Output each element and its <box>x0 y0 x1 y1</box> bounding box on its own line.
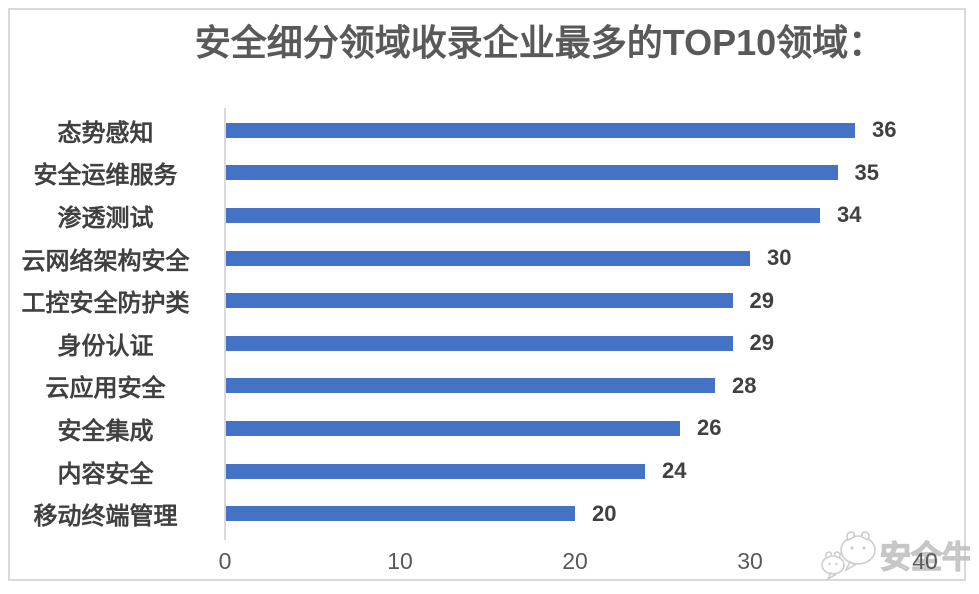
bar-row: 云网络架构安全 30 <box>0 237 979 280</box>
bar <box>225 122 855 138</box>
bar-row: 渗透测试 34 <box>0 194 979 237</box>
value-label: 36 <box>872 117 897 143</box>
value-label: 34 <box>837 202 862 228</box>
category-label: 渗透测试 <box>57 204 154 232</box>
bar <box>225 165 838 181</box>
bar-row: 身份认证 29 <box>0 322 979 365</box>
x-tick-label: 10 <box>387 548 413 574</box>
bar-row: 云应用安全 28 <box>0 365 979 408</box>
value-label: 29 <box>749 287 774 313</box>
x-tick-label: 30 <box>737 548 763 574</box>
category-label: 安全集成 <box>57 417 154 445</box>
value-label: 26 <box>697 415 722 441</box>
bar <box>225 293 733 309</box>
category-label: 安全运维服务 <box>33 162 178 190</box>
value-label: 30 <box>767 245 792 271</box>
aqniu-watermark-logo: 安全牛 <box>821 531 970 582</box>
value-label: 20 <box>592 500 617 526</box>
value-label: 28 <box>732 372 757 398</box>
bar-row: 工控安全防护类 29 <box>0 279 979 322</box>
category-label: 移动终端管理 <box>33 503 178 531</box>
category-label: 身份认证 <box>57 332 154 360</box>
bar <box>225 506 575 522</box>
bar-row: 安全集成 26 <box>0 407 979 450</box>
bar <box>225 420 680 436</box>
bar <box>225 378 715 394</box>
value-label: 24 <box>662 458 687 484</box>
x-tick-label: 40 <box>912 548 938 574</box>
bar <box>225 207 820 223</box>
category-label: 工控安全防护类 <box>21 290 190 318</box>
bar-row: 安全运维服务 35 <box>0 152 979 195</box>
x-tick-label: 0 <box>218 548 232 574</box>
bar <box>225 463 645 479</box>
x-tick-label: 20 <box>562 548 588 574</box>
category-label: 内容安全 <box>57 460 154 488</box>
bar-row: 态势感知 36 <box>0 109 979 152</box>
watermark-text: 安全牛 <box>880 540 970 575</box>
bar-rows: 态势感知 36 安全运维服务 35 渗透测试 34 云网络架构安全 30 工控安全防护类 29 身份… <box>0 109 979 535</box>
chart-title: 安全细分领域收录企业最多的TOP10领域： <box>194 22 885 63</box>
x-axis-ticks: 0 10 20 30 40 <box>0 548 979 576</box>
category-label: 云应用安全 <box>45 375 166 403</box>
value-label: 35 <box>854 159 879 185</box>
bar-row: 内容安全 24 <box>0 450 979 493</box>
bar <box>225 250 750 266</box>
category-label: 态势感知 <box>57 119 154 147</box>
category-label: 云网络架构安全 <box>21 247 190 275</box>
value-label: 29 <box>749 330 774 356</box>
y-axis-line <box>224 108 226 540</box>
bar-row: 移动终端管理 20 <box>0 492 979 535</box>
bar <box>225 335 733 351</box>
